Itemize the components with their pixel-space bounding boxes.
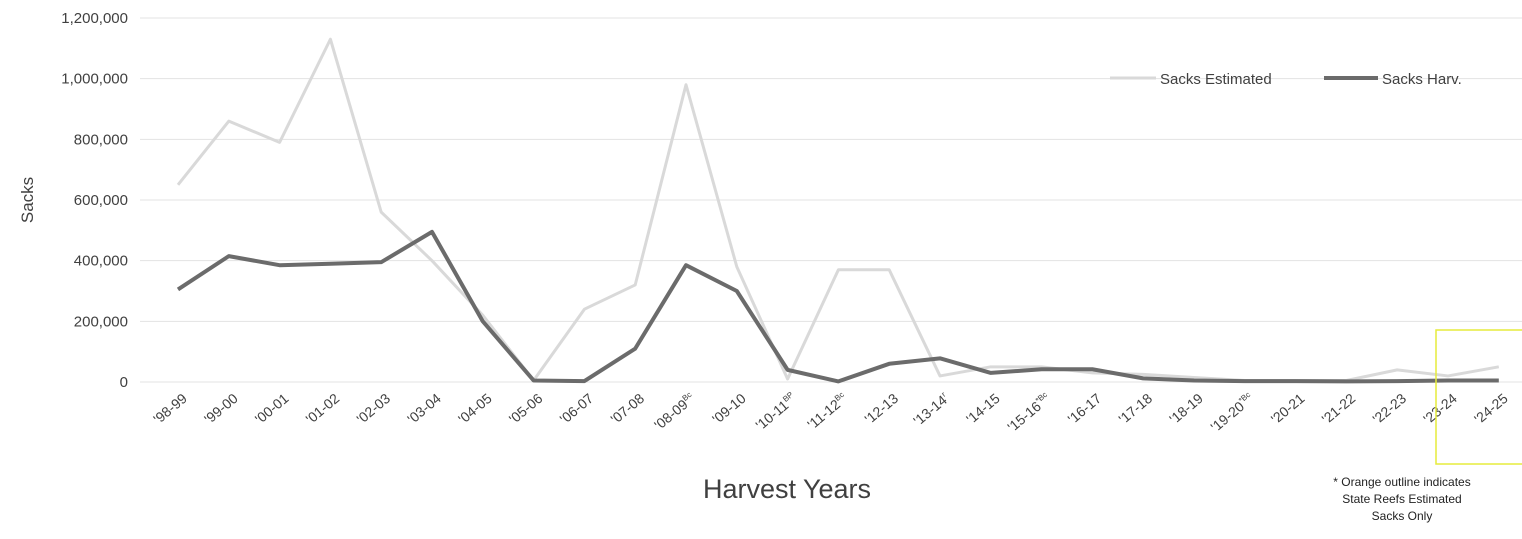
y-tick-label: 800,000 xyxy=(74,131,128,148)
footnote: * Orange outline indicates State Reefs E… xyxy=(1286,474,1518,525)
legend-label: Sacks Estimated xyxy=(1160,71,1272,88)
x-tick-label: '07-08 xyxy=(607,390,647,427)
x-tick-label: '16-17 xyxy=(1065,390,1105,427)
x-tick-label: '05-06 xyxy=(506,390,546,427)
series-line-sacks-harvested xyxy=(176,229,1499,384)
x-tick-label: '10-11BP xyxy=(752,390,799,433)
footnote-line-1: * Orange outline indicates xyxy=(1333,475,1471,489)
y-tick-label: 600,000 xyxy=(74,192,128,209)
legend-label: Sacks Harv. xyxy=(1382,71,1462,88)
x-tick-label: '19-20*Bc xyxy=(1207,390,1256,435)
x-axis-title: Harvest Years xyxy=(703,474,871,504)
x-tick-label: '06-07 xyxy=(557,390,597,427)
y-tick-label: 0 xyxy=(120,374,128,391)
x-tick-label: '98-99 xyxy=(150,390,190,427)
series-line-sacks-estimated xyxy=(176,37,1500,382)
x-tick-label: '23-24 xyxy=(1420,390,1460,427)
x-tick-label: '15-16*Bc xyxy=(1004,390,1053,435)
legend: Sacks Estimated Sacks Harv. xyxy=(1110,71,1462,88)
x-tick-label: '11-12Bc xyxy=(804,390,850,432)
x-tick-label: '09-10 xyxy=(709,390,749,427)
x-tick-label: '14-15 xyxy=(963,390,1003,427)
x-tick-label: '03-04 xyxy=(404,390,444,427)
highlight-box xyxy=(1435,329,1522,465)
y-tick-label: 1,000,000 xyxy=(61,71,128,88)
footnote-line-3: Sacks Only xyxy=(1371,509,1433,523)
footnote-line-2: State Reefs Estimated xyxy=(1342,492,1462,506)
x-tick-label: '17-18 xyxy=(1115,390,1155,427)
x-tick-label: '22-23 xyxy=(1369,390,1409,427)
x-tick-label: '01-02 xyxy=(303,390,343,427)
x-tick-label: '21-22 xyxy=(1319,390,1359,427)
series-lines xyxy=(176,37,1500,384)
x-tick-label: '00-01 xyxy=(252,390,292,427)
y-tick-label: 1,200,000 xyxy=(61,10,128,27)
x-tick-label: '13-14r xyxy=(910,390,952,429)
y-axis-title: Sacks xyxy=(18,177,37,223)
x-tick-label: '24-25 xyxy=(1471,390,1511,427)
x-tick-label: '02-03 xyxy=(353,390,393,427)
y-tick-label: 400,000 xyxy=(74,253,128,270)
x-tick-label: '18-19 xyxy=(1166,390,1206,427)
y-tick-label: 200,000 xyxy=(74,313,128,330)
x-tick-label: '08-09Bc xyxy=(651,390,698,433)
gridlines xyxy=(140,17,1522,383)
x-tick-label: '04-05 xyxy=(455,390,495,427)
x-tick-label: '99-00 xyxy=(201,390,241,427)
x-axis-tick-labels: '98-99 '99-00 '00-01 '01-02 '02-03 '03-04 '04-… xyxy=(150,390,1511,435)
y-axis-tick-labels: 0 200,000 400,000 600,000 800,000 1,000,000 1,… xyxy=(61,10,128,391)
x-tick-label: '20-21 xyxy=(1268,390,1308,427)
x-tick-label: '12-13 xyxy=(861,390,901,427)
